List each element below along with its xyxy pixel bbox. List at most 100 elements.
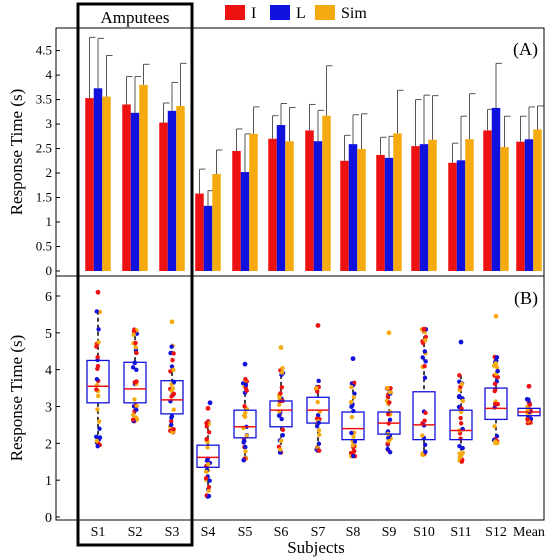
box: [269, 400, 293, 428]
data-point: [206, 488, 211, 493]
data-point: [244, 388, 249, 393]
data-point: [134, 379, 139, 384]
data-point: [492, 388, 497, 394]
legend-swatch-sim: [315, 5, 335, 20]
data-point: [460, 445, 465, 451]
bar-i: [448, 162, 457, 271]
data-point: [279, 370, 285, 375]
data-point: [385, 446, 390, 452]
data-point: [349, 414, 355, 420]
data-point: [243, 410, 248, 416]
y-tick-label: 3.5: [36, 92, 52, 107]
data-point: [278, 391, 283, 396]
data-point: [525, 417, 530, 422]
data-point: [242, 414, 248, 419]
data-point: [385, 385, 390, 391]
amputees-label: Amputees: [101, 8, 170, 27]
data-point: [94, 387, 99, 392]
bar-sim: [500, 147, 509, 271]
data-point: [314, 423, 320, 429]
data-point: [206, 484, 212, 490]
y-tick-label: 0: [45, 511, 52, 526]
data-point: [351, 394, 356, 400]
bar-i: [159, 122, 168, 272]
data-point: [277, 402, 282, 408]
data-point: [460, 398, 466, 404]
bar-l: [93, 88, 103, 271]
data-point: [170, 386, 176, 391]
data-point: [169, 344, 174, 349]
box: [233, 409, 257, 439]
x-tick-label: S1: [91, 525, 106, 540]
x-tick-label: S12: [485, 525, 507, 540]
data-point: [171, 351, 176, 356]
data-point: [134, 407, 139, 412]
bar-i: [305, 130, 314, 271]
y-tick-label: 2: [46, 165, 53, 180]
data-point: [171, 367, 176, 373]
data-point: [133, 345, 138, 350]
outlier-point: [421, 326, 427, 332]
outlier-point: [169, 319, 175, 325]
data-point: [422, 442, 428, 447]
data-point: [524, 397, 530, 402]
data-point: [95, 355, 100, 360]
bar-i: [516, 141, 525, 271]
outlier-point: [526, 383, 532, 389]
outlier-point: [493, 313, 499, 319]
data-point: [386, 438, 392, 444]
x-tick-label: S9: [382, 525, 397, 540]
data-point: [132, 397, 137, 402]
bar-i: [195, 193, 204, 271]
y-tick-label: 1: [46, 214, 53, 229]
bar-sim: [428, 139, 437, 271]
x-tick-label: S3: [165, 525, 180, 540]
data-point: [387, 417, 393, 423]
data-point: [203, 475, 209, 481]
outlier-point: [207, 400, 213, 406]
bar-l: [419, 144, 429, 271]
bar-i: [122, 104, 131, 271]
y-tick-label: 5: [45, 327, 52, 342]
bar-sim: [357, 149, 366, 271]
box: [341, 411, 365, 441]
data-point: [97, 426, 102, 431]
panel-a-label: (A): [513, 39, 538, 60]
data-point: [171, 391, 177, 397]
y-tick-label: 2: [45, 437, 52, 452]
data-point: [492, 424, 497, 429]
data-point: [495, 368, 500, 374]
data-point: [276, 413, 282, 418]
data-point: [169, 415, 174, 420]
panel-b-ylabel: Response Time (s): [7, 335, 26, 462]
data-point: [388, 386, 393, 391]
bar-l: [524, 139, 534, 271]
data-point: [130, 417, 136, 422]
legend-swatch-i: [225, 5, 245, 20]
box: [196, 444, 220, 468]
data-point: [168, 419, 174, 424]
data-point: [134, 403, 140, 409]
box: [484, 387, 508, 421]
y-tick-label: 4.5: [36, 43, 52, 58]
data-point: [244, 433, 249, 439]
data-point: [205, 445, 210, 450]
panel-b-frame: [55, 275, 545, 521]
legend-label-l: L: [296, 5, 306, 22]
outlier-point: [315, 323, 321, 328]
data-point: [130, 365, 136, 370]
bar-sim: [393, 133, 402, 271]
x-tick-label: S11: [450, 525, 471, 540]
x-tick-labels: S1 S2 S3 S4 S5 S6 S7 S8 S9 S10 S11 S12 Mean: [91, 525, 545, 540]
data-point: [459, 381, 464, 387]
data-point: [423, 359, 428, 364]
x-tick-label: S5: [238, 525, 253, 540]
panel-b-y-ticks: 0 1 2 3 4 5 6: [45, 290, 60, 526]
data-point: [458, 421, 464, 426]
outlier-point: [242, 361, 248, 367]
outlier-point: [205, 405, 211, 411]
data-point: [204, 436, 209, 442]
bar-l: [491, 107, 501, 272]
data-point: [349, 384, 354, 390]
